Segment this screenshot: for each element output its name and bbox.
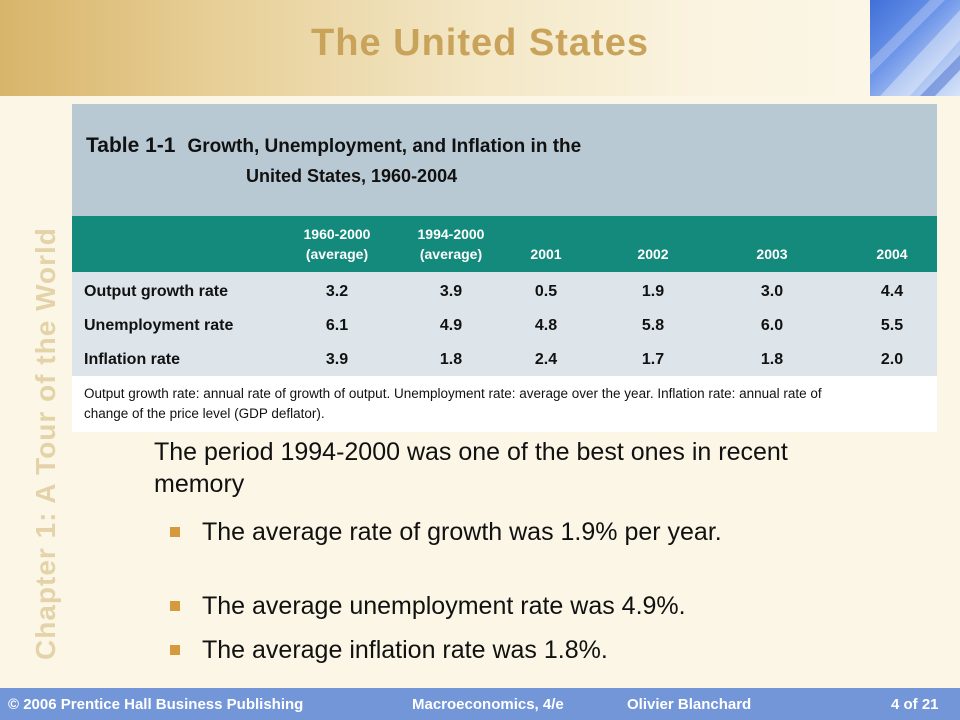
table-cell: 3.2 [325,283,349,300]
table-cell: 2.0 [880,351,904,368]
footer-book: Macroeconomics, 4/e [412,696,564,713]
footer-author: Olivier Blanchard [627,696,752,713]
table-cell: 4.4 [880,283,904,300]
column-header: 1994-2000 (average) [417,226,485,262]
table-cell: 5.5 [880,317,904,334]
table-cell: 6.1 [325,317,349,334]
header-band [0,0,870,96]
bullet-text: The average unemployment rate was 4.9%. [202,592,686,620]
column-header: 2002 [637,246,669,262]
bullet-square-icon [170,645,180,655]
row-label: Output growth rate [84,283,228,300]
data-table: Table 1-1 Growth, Unemployment, and Infla… [72,104,937,432]
table-number: Table 1-1 [86,134,176,157]
footer-page-number: 4 of 21 [891,696,939,713]
column-header: 2003 [756,246,788,262]
corner-decoration-image [870,0,960,96]
footnote-text: Output growth rate: annual rate of growt… [84,386,822,421]
column-header: 2004 [876,246,908,262]
table-cell: 6.0 [760,317,784,334]
table-cell: 3.9 [439,283,463,300]
bullet-text: The average inflation rate was 1.8%. [202,636,608,664]
table-title-line1: Growth, Unemployment, and Inflation in t… [187,136,582,157]
table-row: Inflation rate 3.9 1.8 2.4 1.7 1.8 2.0 [72,343,937,377]
table-cell: 0.5 [534,283,558,300]
table-cell: 4.9 [439,317,463,334]
table-footnote: Output growth rate: annual rate of growt… [72,376,937,432]
row-label: Inflation rate [84,351,181,368]
footer-bar: © 2006 Prentice Hall Business Publishing… [0,688,960,720]
table-cell: 3.0 [760,283,784,300]
intro-text: The period 1994-2000 was one of the best… [154,438,788,498]
table-cell: 5.8 [641,317,665,334]
table-cell: 1.7 [641,351,665,368]
chapter-side-label: Chapter 1: A Tour of the World [30,227,61,660]
table-row: Output growth rate 3.2 3.9 0.5 1.9 3.0 4… [72,275,937,309]
column-header: 1960-2000 (average) [303,226,371,262]
bullet-square-icon [170,601,180,611]
bullet-text: The average rate of growth was 1.9% per … [202,518,722,546]
table-cell: 4.8 [534,317,558,334]
table-title-line2: United States, 1960-2004 [246,166,458,186]
table-cell: 2.4 [534,351,558,368]
table-row: Unemployment rate 6.1 4.9 4.8 5.8 6.0 5.… [72,309,937,343]
row-label: Unemployment rate [84,317,234,334]
table-header: Table 1-1 Growth, Unemployment, and Infla… [72,104,937,216]
table-title: Table 1-1 Growth, Unemployment, and Infla… [86,134,581,158]
column-header: 2001 [530,246,562,262]
bullet-square-icon [170,527,180,537]
table-cell: 1.8 [760,351,784,368]
table-cell: 3.9 [325,351,349,368]
table-cell: 1.9 [641,283,665,300]
column-header-row: 1960-2000 (average) 1994-2000 (average) … [72,216,937,272]
footer-copyright: © 2006 Prentice Hall Business Publishing [8,696,304,713]
table-cell: 1.8 [439,351,463,368]
slide-title: The United States [311,22,649,64]
